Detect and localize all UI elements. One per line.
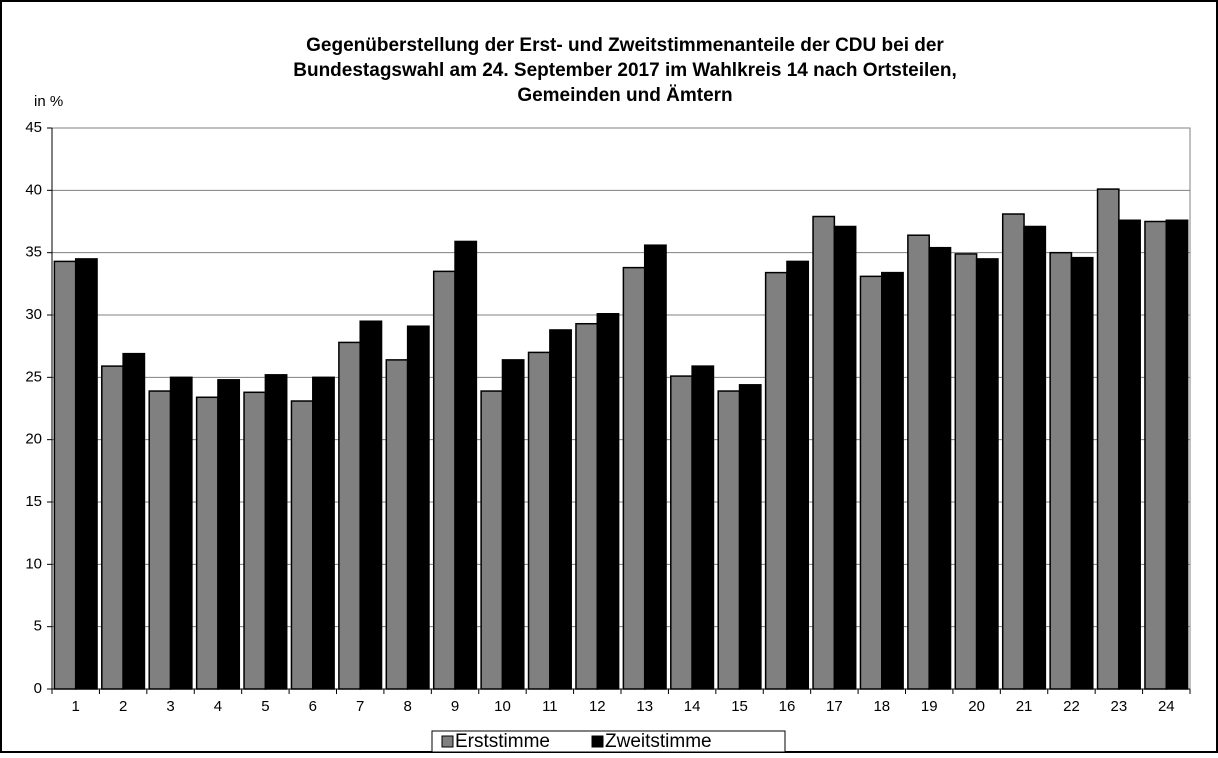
bar bbox=[122, 352, 146, 690]
y-tick-label: 5 bbox=[34, 618, 42, 635]
x-tick-label: 1 bbox=[72, 698, 80, 715]
bar bbox=[148, 390, 172, 690]
x-tick-label: 3 bbox=[166, 698, 174, 715]
bar bbox=[53, 260, 77, 690]
bar bbox=[907, 234, 930, 690]
bar bbox=[1165, 219, 1189, 690]
x-tick-label: 14 bbox=[684, 698, 701, 715]
bar bbox=[385, 359, 409, 690]
bar bbox=[1001, 213, 1025, 690]
y-tick-label: 40 bbox=[25, 181, 42, 198]
x-tick-label: 8 bbox=[403, 698, 411, 715]
legend-box bbox=[431, 730, 786, 753]
bar bbox=[406, 325, 430, 690]
legend-swatch bbox=[591, 735, 604, 748]
bar bbox=[1144, 220, 1168, 690]
bar bbox=[217, 379, 241, 690]
x-tick-label: 11 bbox=[542, 698, 558, 715]
plot-area bbox=[51, 127, 1191, 690]
x-tick-label: 2 bbox=[119, 698, 127, 715]
bar bbox=[764, 271, 788, 690]
x-tick-label: 7 bbox=[356, 698, 364, 715]
bar bbox=[859, 275, 883, 690]
bar bbox=[312, 376, 335, 690]
chart-title: Gegenüberstellung der Erst- und Zweitsti… bbox=[306, 35, 944, 56]
bar bbox=[670, 375, 693, 690]
bar bbox=[622, 266, 646, 690]
legend-label: Zweitstimme bbox=[605, 731, 712, 752]
bar bbox=[338, 341, 361, 690]
y-tick-label: 30 bbox=[25, 306, 42, 323]
bar bbox=[264, 374, 288, 690]
x-tick-label: 13 bbox=[636, 698, 653, 715]
x-tick-label: 18 bbox=[873, 698, 890, 715]
x-tick-label: 10 bbox=[494, 698, 511, 715]
x-tick-label: 5 bbox=[261, 698, 269, 715]
bar bbox=[432, 270, 456, 690]
x-tick-label: 22 bbox=[1063, 698, 1080, 715]
bar bbox=[928, 246, 952, 690]
x-tick-label: 17 bbox=[826, 698, 843, 715]
x-tick-label: 19 bbox=[921, 698, 938, 715]
bar bbox=[975, 258, 999, 690]
bar bbox=[691, 365, 715, 690]
x-tick-label: 6 bbox=[309, 698, 317, 715]
bar bbox=[1070, 256, 1094, 690]
bar bbox=[359, 320, 383, 690]
bar bbox=[454, 240, 478, 690]
bar bbox=[195, 396, 219, 690]
bar bbox=[527, 351, 551, 690]
bar bbox=[290, 400, 314, 690]
bar bbox=[717, 390, 741, 690]
bar bbox=[575, 322, 599, 690]
bar bbox=[101, 365, 124, 690]
y-tick-label: 10 bbox=[25, 555, 42, 572]
x-tick-label: 21 bbox=[1016, 698, 1033, 715]
y-tick-label: 45 bbox=[25, 119, 42, 136]
bar bbox=[549, 329, 572, 690]
legend-label: Erststimme bbox=[455, 731, 550, 752]
bar bbox=[812, 215, 836, 690]
chart-title: Bundestagswahl am 24. September 2017 im … bbox=[293, 60, 957, 81]
bar bbox=[738, 384, 762, 690]
y-tick-label: 25 bbox=[25, 368, 42, 385]
y-tick-label: 35 bbox=[25, 244, 42, 261]
x-tick-label: 4 bbox=[214, 698, 222, 715]
x-tick-label: 24 bbox=[1158, 698, 1175, 715]
x-tick-label: 20 bbox=[968, 698, 985, 715]
bar bbox=[1023, 225, 1047, 690]
chart-title: Gemeinden und Ämtern bbox=[517, 85, 732, 106]
y-tick-label: 0 bbox=[34, 680, 42, 697]
x-tick-label: 16 bbox=[779, 698, 796, 715]
bar bbox=[1096, 188, 1120, 690]
bar bbox=[596, 313, 620, 690]
x-tick-label: 15 bbox=[731, 698, 748, 715]
bar bbox=[1118, 219, 1141, 690]
bar bbox=[501, 359, 525, 690]
y-tick-label: 20 bbox=[25, 431, 42, 448]
bar bbox=[243, 391, 267, 690]
x-tick-label: 12 bbox=[589, 698, 606, 715]
x-tick-label: 23 bbox=[1111, 698, 1128, 715]
y-axis-label: in % bbox=[34, 93, 63, 110]
bar bbox=[643, 244, 667, 690]
bar bbox=[954, 253, 978, 690]
bar bbox=[833, 225, 857, 690]
bar bbox=[169, 376, 193, 690]
legend-swatch bbox=[441, 735, 454, 748]
y-tick-label: 15 bbox=[25, 493, 42, 510]
bar bbox=[786, 260, 810, 690]
bar bbox=[881, 271, 904, 690]
bar bbox=[1049, 251, 1073, 690]
bar bbox=[480, 390, 504, 690]
x-tick-label: 9 bbox=[451, 698, 459, 715]
bar bbox=[74, 258, 98, 690]
